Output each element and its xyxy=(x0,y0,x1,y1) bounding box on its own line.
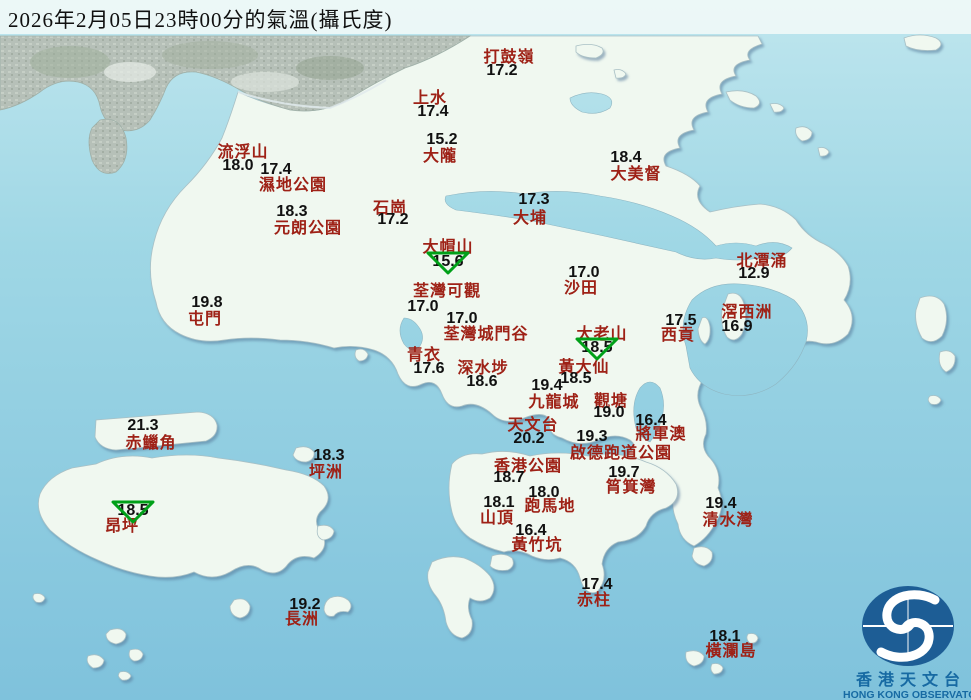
station-name: 赤鱲角 xyxy=(125,435,177,452)
station-name: 北潭涌 xyxy=(736,253,788,270)
station-name: 橫瀾島 xyxy=(705,643,757,660)
station-name: 荃灣城門谷 xyxy=(443,326,529,343)
station-name: 西貢 xyxy=(660,327,696,344)
station-value: 19.8 xyxy=(191,294,223,311)
station-value: 21.3 xyxy=(127,417,159,434)
station-value: 19.2 xyxy=(289,596,321,613)
hko-logo-icon xyxy=(862,586,954,666)
sea-inlets xyxy=(399,92,808,443)
station-value: 18.7 xyxy=(493,469,525,486)
station-value: 17.2 xyxy=(377,211,409,228)
station-value: 12.9 xyxy=(738,265,770,282)
station-name: 大美督 xyxy=(610,166,662,183)
hko-logo: 香港天文台 HONG KONG OBSERVATORY xyxy=(843,584,971,700)
station-value: 18.3 xyxy=(313,447,345,464)
station-name: 屯門 xyxy=(187,311,223,328)
green-triangle-marker-icon xyxy=(426,251,470,275)
green-triangle-marker-icon xyxy=(111,500,155,524)
station-value: 18.1 xyxy=(709,628,741,645)
landmass-new-territories xyxy=(150,35,853,547)
station-name: 昂坪 xyxy=(104,518,140,535)
station-name: 深水埗 xyxy=(457,360,509,377)
station-name: 上水 xyxy=(412,90,448,107)
station-value: 18.0 xyxy=(222,157,254,174)
station-name: 長洲 xyxy=(284,611,320,628)
station-value: 18.5 xyxy=(560,370,592,387)
station-name: 筲箕灣 xyxy=(605,479,657,496)
station-value: 19.7 xyxy=(608,464,640,481)
station-name: 黃竹坑 xyxy=(511,537,563,554)
title-background-strip xyxy=(0,0,971,34)
station-name: 山頂 xyxy=(479,510,515,527)
station-name: 香港公園 xyxy=(493,458,563,475)
landmass-shenzhen xyxy=(0,35,472,174)
station-value: 15.2 xyxy=(426,131,458,148)
station-name: 天文台 xyxy=(507,417,559,434)
station-value: 18.4 xyxy=(610,149,642,166)
station-name: 大埔 xyxy=(512,210,548,227)
station-value: 19.4 xyxy=(705,495,737,512)
station-name: 沙田 xyxy=(563,280,599,297)
station-value: 20.2 xyxy=(513,430,545,447)
station-name: 滘西洲 xyxy=(721,304,773,321)
station-name: 青衣 xyxy=(406,347,442,364)
station-name: 濕地公園 xyxy=(258,177,328,194)
station-name: 坪洲 xyxy=(308,464,344,481)
station-name: 荃灣可觀 xyxy=(412,283,482,300)
station-value: 16.4 xyxy=(635,412,667,429)
station-value: 18.3 xyxy=(276,203,308,220)
station-value: 16.9 xyxy=(721,318,753,335)
station-value: 18.1 xyxy=(483,494,515,511)
station-value: 17.0 xyxy=(568,264,600,281)
station-name: 赤柱 xyxy=(576,592,612,609)
station-name: 打鼓嶺 xyxy=(483,49,535,66)
page-title: 2026年2月05日23時00分的氣溫(攝氏度) xyxy=(8,8,393,32)
station-value: 17.4 xyxy=(417,103,449,120)
station-value: 17.4 xyxy=(581,576,613,593)
station-value: 17.4 xyxy=(260,161,292,178)
station-name: 觀塘 xyxy=(593,393,629,410)
station-name: 石崗 xyxy=(372,200,408,217)
station-value: 17.5 xyxy=(665,312,697,329)
station-value: 19.0 xyxy=(593,404,625,421)
station-value: 16.4 xyxy=(515,522,547,539)
station-value: 19.4 xyxy=(531,377,563,394)
station-value: 18.6 xyxy=(466,373,498,390)
station-name: 元朗公園 xyxy=(273,220,343,237)
station-name: 九龍城 xyxy=(528,394,580,411)
station-value: 17.6 xyxy=(413,360,445,377)
hko-logo-name-en: HONG KONG OBSERVATORY xyxy=(843,689,971,700)
station-name: 清水灣 xyxy=(702,512,754,529)
green-triangle-marker-icon xyxy=(575,337,619,361)
station-value: 17.0 xyxy=(446,310,478,327)
station-name: 將軍澳 xyxy=(635,426,687,443)
station-name: 跑馬地 xyxy=(524,498,576,515)
station-value: 18.0 xyxy=(528,484,560,501)
station-value: 17.3 xyxy=(518,191,550,208)
station-name: 啟德跑道公園 xyxy=(569,445,673,462)
station-value: 19.3 xyxy=(576,428,608,445)
station-value: 17.2 xyxy=(486,62,518,79)
station-value: 17.0 xyxy=(407,298,439,315)
station-name: 黃大仙 xyxy=(558,359,610,376)
station-name: 流浮山 xyxy=(217,144,269,161)
islands xyxy=(32,34,956,681)
hko-logo-name-zh: 香港天文台 xyxy=(855,672,966,689)
station-name: 大隴 xyxy=(422,148,458,165)
